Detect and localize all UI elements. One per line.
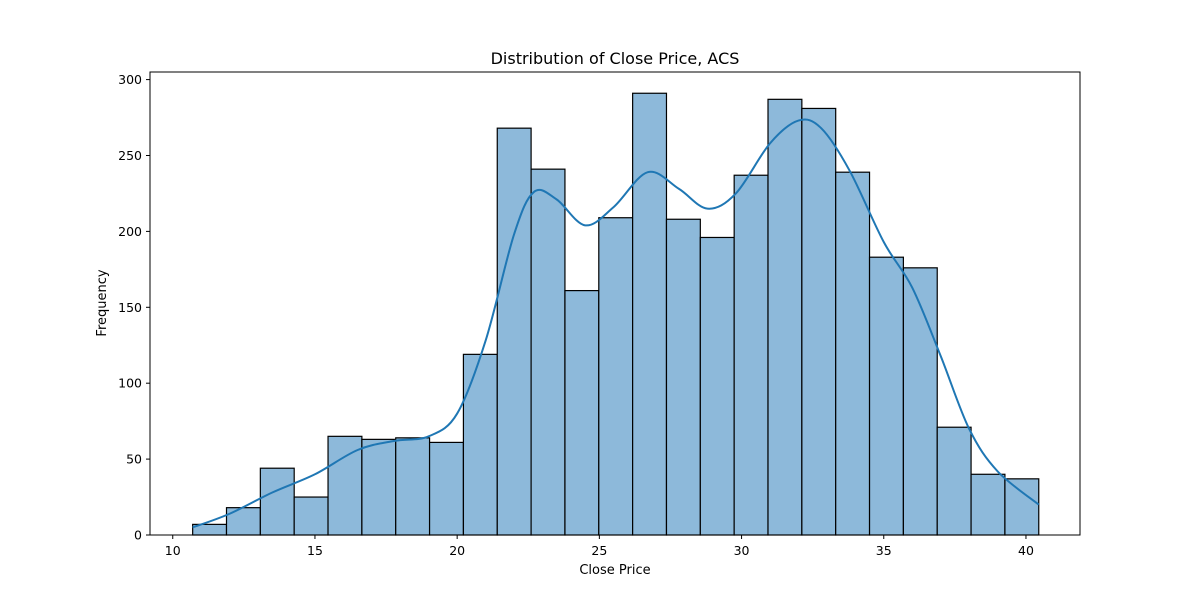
histogram-bar <box>564 289 600 536</box>
x-tick-label: 40 <box>1018 543 1034 558</box>
histogram-bar <box>699 236 735 536</box>
histogram-bar <box>361 438 397 536</box>
chart-title: Distribution of Close Price, ACS <box>491 49 740 68</box>
histogram-bar <box>835 171 871 536</box>
histogram-bar <box>530 168 566 536</box>
histogram-bar <box>970 473 1006 536</box>
histogram-bar <box>801 107 837 536</box>
histogram-bar <box>767 98 803 536</box>
y-tick-label: 50 <box>126 452 142 467</box>
kde-curve <box>192 118 1040 529</box>
histogram-bar <box>293 496 329 536</box>
histogram-bar <box>395 437 431 536</box>
histogram-bar <box>665 218 701 536</box>
x-tick-label: 10 <box>165 543 181 558</box>
y-tick-label: 200 <box>118 224 142 239</box>
histogram-bar <box>1004 478 1040 536</box>
histogram-bar <box>598 217 634 536</box>
x-tick-label: 35 <box>876 543 892 558</box>
histogram-bar <box>496 127 532 536</box>
histogram-bar <box>868 256 904 536</box>
x-axis-label: Close Price <box>579 563 650 578</box>
x-tick-label: 20 <box>449 543 465 558</box>
y-tick-label: 0 <box>134 528 142 543</box>
histogram-bar <box>733 174 769 536</box>
y-tick-label: 150 <box>118 300 142 315</box>
histogram-bar <box>902 267 938 536</box>
histogram-bar <box>936 426 972 536</box>
plot-frame <box>149 71 1081 536</box>
y-axis: 0 50 100 150 200 250 300 <box>118 72 150 543</box>
y-axis-label: Frequency <box>95 269 110 336</box>
histogram-bar <box>259 467 295 536</box>
x-axis: 10 15 20 25 30 35 40 <box>165 535 1034 558</box>
histogram-bar <box>428 441 465 536</box>
bars-group <box>192 92 1040 536</box>
y-tick-label: 100 <box>118 376 142 391</box>
x-tick-label: 25 <box>591 543 607 558</box>
y-tick-label: 300 <box>118 72 142 87</box>
histogram-bar <box>632 92 668 536</box>
x-tick-label: 15 <box>307 543 323 558</box>
y-tick-label: 250 <box>118 148 142 163</box>
histogram-bar <box>462 353 498 536</box>
x-tick-label: 30 <box>734 543 750 558</box>
